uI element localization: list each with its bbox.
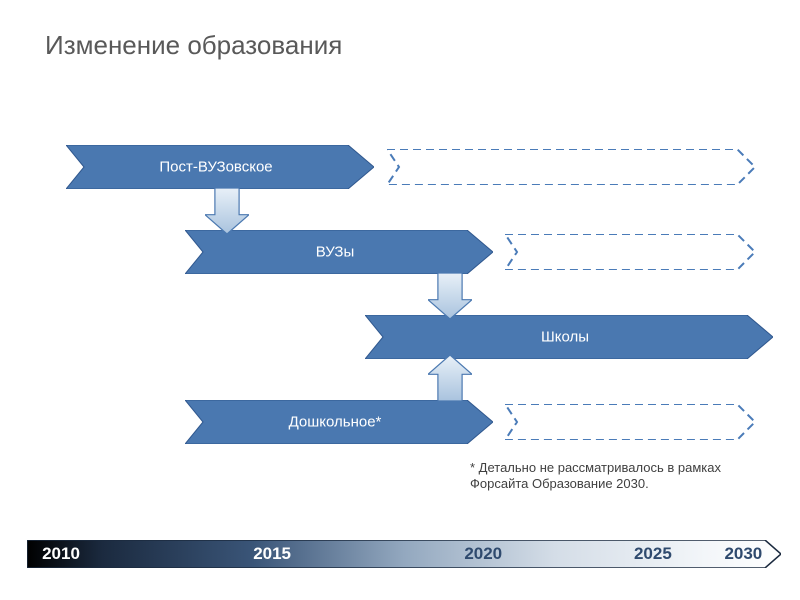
arrow-1-2-icon — [205, 188, 249, 234]
timeline-year-2030: 2030 — [724, 540, 762, 568]
slide-title: Изменение образования — [45, 30, 342, 61]
timeline-year-2025: 2025 — [634, 540, 672, 568]
footnote: * Детально не рассматривалось в рамках Ф… — [470, 460, 750, 493]
level-label-vuz: ВУЗы — [316, 244, 355, 261]
future-arrow-post-vuz — [387, 149, 755, 185]
level-preschool: Дошкольное* — [185, 400, 493, 444]
level-label-preschool: Дошкольное* — [289, 414, 382, 431]
future-arrow-vuz — [505, 234, 755, 270]
arrow-2-3-icon — [428, 273, 472, 319]
timeline-year-2020: 2020 — [464, 540, 502, 568]
slide-canvas: Изменение образования Пост-ВУЗовское ВУЗы… — [0, 0, 800, 600]
arrow-4-3-icon — [428, 355, 472, 401]
level-post-vuz: Пост-ВУЗовское — [66, 145, 374, 189]
level-school: Школы — [365, 315, 773, 359]
timeline: 2010 2015 2020 2025 2030 — [27, 540, 781, 568]
timeline-year-2015: 2015 — [253, 540, 291, 568]
level-label-post-vuz: Пост-ВУЗовское — [159, 159, 272, 176]
future-arrow-preschool — [505, 404, 755, 440]
level-vuz: ВУЗы — [185, 230, 493, 274]
timeline-year-2010: 2010 — [42, 540, 80, 568]
level-label-school: Школы — [541, 329, 589, 346]
